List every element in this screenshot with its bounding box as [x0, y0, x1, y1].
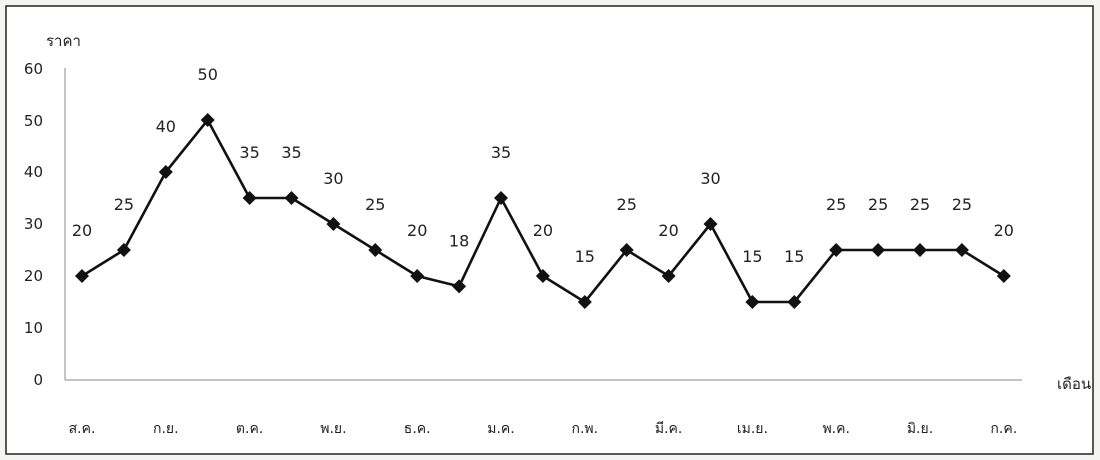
data-label: 25 — [365, 195, 385, 214]
data-label: 20 — [407, 221, 427, 240]
series-line-segment — [709, 222, 754, 304]
data-point-marker — [745, 295, 760, 309]
data-point-marker — [410, 269, 425, 283]
data-point-marker — [871, 243, 886, 257]
data-label: 15 — [784, 247, 804, 266]
x-tick-label: ม.ค. — [487, 421, 515, 437]
series-line-segment — [332, 222, 377, 252]
data-label: 35 — [491, 143, 511, 162]
data-label: 25 — [114, 195, 134, 214]
y-tick-0: 0 — [33, 371, 43, 389]
x-tick-label: เม.ย. — [737, 421, 768, 437]
series-line-segment — [667, 222, 712, 278]
series-line-segment — [583, 248, 629, 304]
x-axis-title: เดือน — [1057, 375, 1091, 393]
data-label: 20 — [72, 221, 92, 240]
series-line-segment — [206, 118, 251, 200]
data-label: 25 — [826, 195, 846, 214]
data-point-marker — [661, 269, 676, 283]
data-label: 35 — [239, 143, 259, 162]
data-label: 18 — [449, 231, 469, 250]
series-line-segment — [960, 248, 1006, 278]
data-point-marker — [368, 243, 383, 257]
x-tick-label: ก.พ. — [571, 421, 598, 437]
series-line-segment — [625, 248, 670, 278]
y-tick-20: 20 — [24, 267, 43, 285]
data-point-marker — [116, 243, 131, 257]
data-label: 25 — [952, 195, 972, 214]
x-tick-label: พ.ค. — [822, 421, 850, 437]
data-label: 15 — [575, 247, 595, 266]
chart-border — [5, 5, 1094, 455]
data-point-marker — [703, 217, 718, 231]
series-line-segment — [122, 170, 168, 252]
data-point-marker — [494, 191, 508, 205]
data-point-marker — [158, 165, 173, 179]
x-tick-label: มี.ค. — [655, 421, 683, 437]
x-tick-label: ก.ย. — [153, 421, 179, 437]
data-point-marker — [954, 243, 969, 257]
series-line-segment — [290, 196, 335, 226]
data-point-marker — [284, 191, 299, 205]
data-label: 30 — [700, 169, 720, 188]
series-line-segment — [164, 118, 209, 174]
data-point-marker — [829, 243, 844, 257]
series-line-segment — [541, 274, 587, 304]
y-axis-title: ราคา — [46, 32, 81, 50]
data-label: 25 — [617, 195, 637, 214]
series-line-segment — [415, 274, 461, 288]
x-tick-label: ส.ค. — [69, 421, 96, 437]
plot-area: 20 25 40 50 35 35 30 25 20 18 35 20 15 25 20 30 15 15 25 25… — [69, 65, 1018, 437]
y-tick-50: 50 — [24, 112, 43, 130]
data-point-marker — [75, 269, 89, 283]
data-label: 40 — [156, 117, 176, 136]
data-point-marker — [787, 295, 802, 309]
data-point-marker — [996, 269, 1011, 283]
data-label: 20 — [658, 221, 678, 240]
data-label: 20 — [533, 221, 553, 240]
y-tick-10: 10 — [24, 319, 43, 337]
x-tick-label: ก.ค. — [990, 421, 1017, 437]
data-point-marker — [913, 243, 927, 257]
data-label: 20 — [994, 221, 1014, 240]
data-label: 25 — [910, 195, 930, 214]
data-point-marker — [619, 243, 634, 257]
data-point-marker — [535, 269, 550, 283]
series-line-segment — [499, 196, 545, 278]
data-label: 30 — [323, 169, 343, 188]
data-point-marker — [326, 217, 341, 231]
y-tick-60: 60 — [24, 60, 43, 78]
y-tick-30: 30 — [24, 215, 43, 233]
data-label: 50 — [198, 65, 218, 84]
data-label: 15 — [742, 247, 762, 266]
series-line-segment — [80, 248, 126, 278]
series-line-segment — [373, 248, 419, 278]
data-point-marker — [452, 279, 467, 294]
x-tick-label: พ.ย. — [320, 421, 346, 437]
y-tick-40: 40 — [24, 163, 43, 181]
x-tick-label: ธ.ค. — [404, 421, 431, 437]
data-label: 25 — [868, 195, 888, 214]
x-tick-label: มิ.ย. — [907, 421, 933, 437]
series-line-segment — [792, 248, 838, 304]
series-line-segment — [457, 196, 503, 288]
data-point-marker — [577, 295, 592, 309]
data-point-marker — [200, 113, 215, 127]
data-label: 35 — [281, 143, 301, 162]
data-point-marker — [242, 191, 257, 205]
x-tick-label: ต.ค. — [236, 421, 263, 437]
